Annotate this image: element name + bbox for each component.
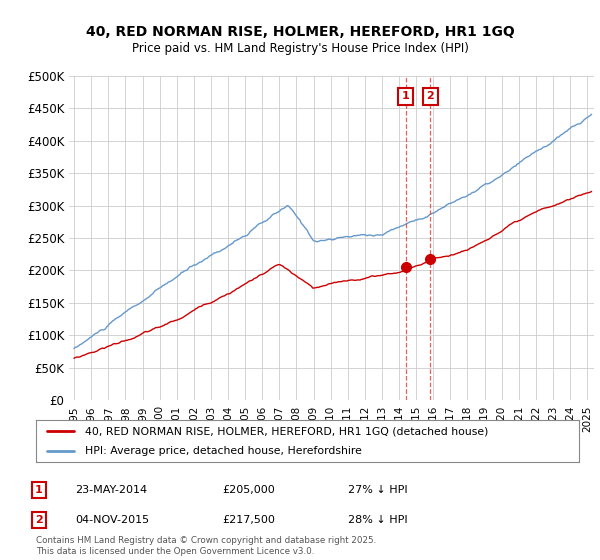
Text: 2: 2 <box>427 91 434 101</box>
Text: 40, RED NORMAN RISE, HOLMER, HEREFORD, HR1 1GQ (detached house): 40, RED NORMAN RISE, HOLMER, HEREFORD, H… <box>85 426 488 436</box>
Text: 40, RED NORMAN RISE, HOLMER, HEREFORD, HR1 1GQ: 40, RED NORMAN RISE, HOLMER, HEREFORD, H… <box>86 25 514 39</box>
Text: HPI: Average price, detached house, Herefordshire: HPI: Average price, detached house, Here… <box>85 446 362 456</box>
Text: Contains HM Land Registry data © Crown copyright and database right 2025.
This d: Contains HM Land Registry data © Crown c… <box>36 536 376 556</box>
Text: 1: 1 <box>401 91 409 101</box>
Text: 1: 1 <box>35 485 43 495</box>
Text: £217,500: £217,500 <box>222 515 275 525</box>
Text: 27% ↓ HPI: 27% ↓ HPI <box>348 485 407 495</box>
Text: 04-NOV-2015: 04-NOV-2015 <box>75 515 149 525</box>
Text: £205,000: £205,000 <box>222 485 275 495</box>
Text: 2: 2 <box>35 515 43 525</box>
Text: 23-MAY-2014: 23-MAY-2014 <box>75 485 147 495</box>
Text: 28% ↓ HPI: 28% ↓ HPI <box>348 515 407 525</box>
Text: Price paid vs. HM Land Registry's House Price Index (HPI): Price paid vs. HM Land Registry's House … <box>131 42 469 55</box>
